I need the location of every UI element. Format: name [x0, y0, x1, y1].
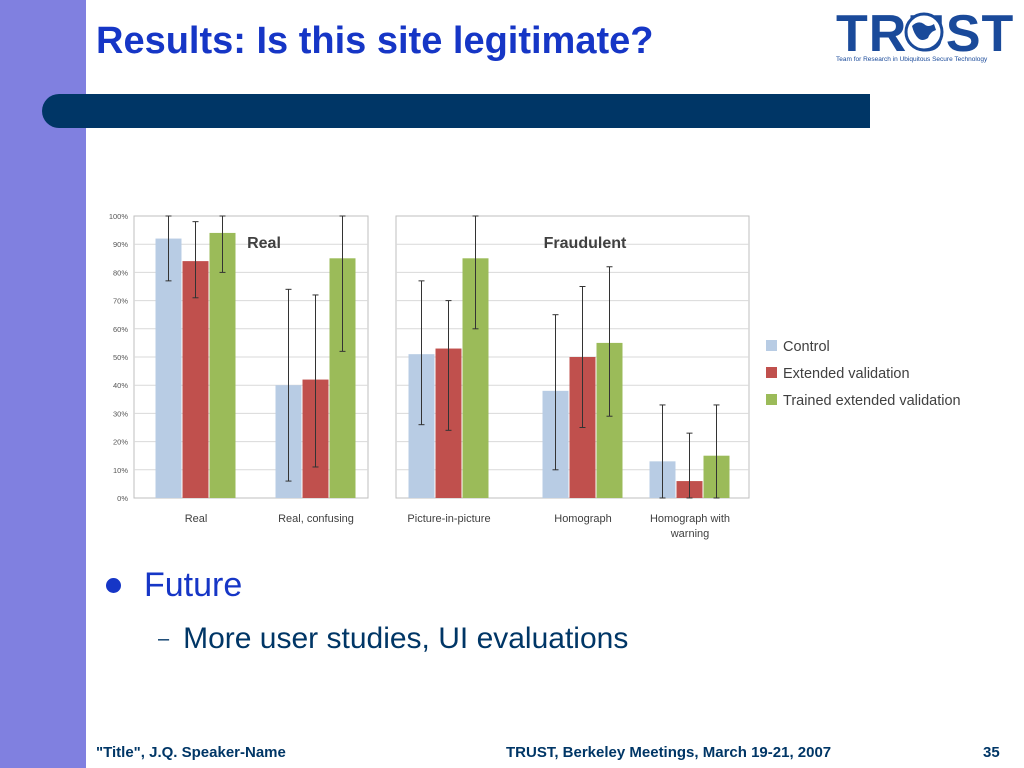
footer-event: TRUST, Berkeley Meetings, March 19-21, 2…	[506, 744, 832, 761]
title-underline-bar	[42, 94, 870, 128]
category-label: Homograph	[554, 513, 611, 525]
bullet-text: Future	[144, 566, 243, 604]
legend-swatch	[766, 394, 777, 405]
trust-logo: TRUST Team for Research in Ubiquitous Se…	[832, 6, 1014, 70]
category-label: Picture-in-picture	[407, 513, 490, 525]
dash-icon: –	[158, 627, 170, 650]
y-tick-label: 30%	[113, 409, 128, 418]
bar	[209, 232, 236, 499]
category-label: Real	[185, 513, 208, 525]
category-label: Real, confusing	[278, 513, 354, 525]
globe-icon	[904, 12, 944, 52]
y-tick-label: 50%	[113, 353, 128, 362]
bullet-dot-icon	[106, 578, 121, 593]
legend-swatch	[766, 340, 777, 351]
legend-label: Control	[783, 339, 830, 355]
y-tick-label: 90%	[113, 240, 128, 249]
footer-page-number: 35	[983, 744, 1000, 761]
y-tick-label: 40%	[113, 381, 128, 390]
bar	[155, 238, 182, 498]
sub-bullet-text: More user studies, UI evaluations	[183, 622, 629, 655]
results-bar-chart: 0% 10% 20% 30% 40% 50% 60% 70% 80% 90% 100% Real Rea…	[109, 212, 961, 540]
legend-swatch	[766, 367, 777, 378]
y-tick-label: 100%	[109, 212, 129, 221]
y-tick-label: 10%	[113, 466, 128, 475]
bullet-item: Future	[106, 566, 242, 605]
y-tick-label: 0%	[117, 494, 128, 503]
logo-tagline: Team for Research in Ubiquitous Secure T…	[836, 56, 988, 63]
bar	[182, 261, 209, 498]
left-accent-stripe	[0, 0, 86, 768]
y-tick-label: 60%	[113, 325, 128, 334]
category-label: warning	[670, 528, 710, 540]
panel-title: Fraudulent	[544, 235, 627, 252]
y-tick-label: 70%	[113, 297, 128, 306]
y-tick-label: 80%	[113, 268, 128, 277]
legend-label: Extended validation	[783, 366, 910, 382]
panel-title: Real	[247, 235, 281, 252]
legend-label: Trained extended validation	[783, 393, 961, 409]
slide-title: Results: Is this site legitimate?	[96, 20, 654, 62]
category-label: Homograph with	[650, 513, 730, 525]
footer-speaker: "Title", J.Q. Speaker-Name	[96, 744, 286, 761]
sub-bullet-item: – More user studies, UI evaluations	[158, 622, 628, 656]
y-tick-label: 20%	[113, 438, 128, 447]
